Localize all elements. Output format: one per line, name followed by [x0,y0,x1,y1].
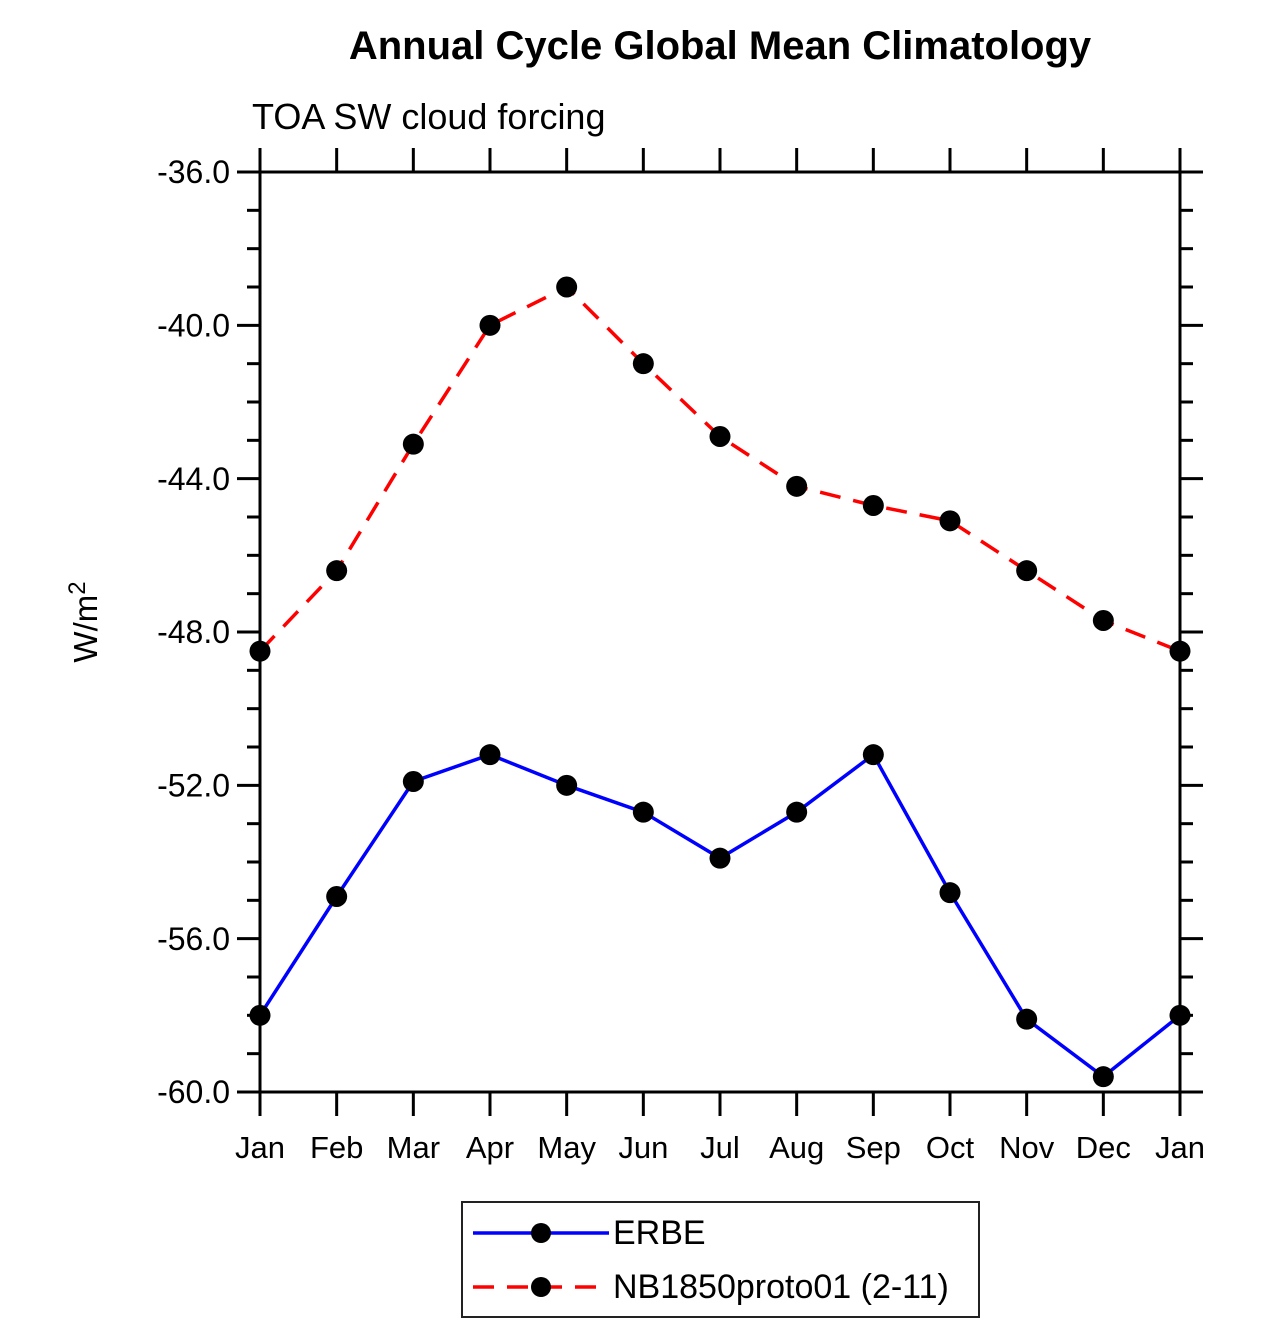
nb1850proto01-line-sample [473,1276,609,1297]
x-tick-label: Jan [235,1130,285,1165]
y-tick-label: -60.0 [157,1074,230,1110]
data-point-marker [556,774,578,796]
axis-ticks [237,148,1203,1116]
y-axis-label: W/m2 [64,581,104,662]
data-point-marker [1016,560,1038,582]
data-point-marker [479,314,501,336]
data-point-marker [786,801,808,823]
plot-frame [258,170,1182,1094]
y-tick-label: -44.0 [157,461,230,497]
data-point-marker [632,801,654,823]
x-tick-label: May [537,1130,596,1165]
chart-title: Annual Cycle Global Mean Climatology [348,24,1092,68]
data-point-marker [326,886,348,907]
x-tick-label: Apr [466,1130,514,1165]
data-point-marker [709,426,731,447]
data-point-marker [479,744,501,766]
chart-legend: ERBE NB1850proto01 (2-11) [461,1201,980,1318]
data-point-marker [709,847,731,869]
data-point-marker [1169,1004,1191,1026]
legend-label-nb1850proto01: NB1850proto01 (2-11) [613,1267,949,1306]
data-point-marker [1016,1008,1038,1030]
chart-subtitle: TOA SW cloud forcing [252,96,606,137]
data-point-marker [632,353,654,375]
legend-label-erbe: ERBE [613,1213,706,1252]
erbe-line-sample [473,1222,609,1243]
data-point-marker [939,882,961,904]
y-tick-label: -52.0 [157,768,230,804]
x-tick-label: Mar [387,1130,440,1165]
data-point-marker [249,640,271,662]
data-point-marker [1169,640,1191,662]
erbe-series [249,744,1191,1088]
x-tick-label: Dec [1076,1130,1131,1165]
x-tick-label: Oct [926,1130,975,1165]
data-point-marker [862,744,884,766]
data-point-marker [939,510,961,532]
y-tick-label: -48.0 [157,614,230,650]
data-point-marker [402,433,424,455]
data-point-marker [556,276,578,298]
x-tick-label: Aug [769,1130,824,1165]
legend-entry-nb1850proto01: NB1850proto01 (2-11) [469,1260,978,1314]
y-tick-label: -40.0 [157,308,230,344]
y-tick-label: -56.0 [157,921,230,957]
x-tick-label: Jun [618,1130,668,1165]
data-point-marker [249,1004,271,1026]
nb1850proto01-series [249,276,1191,662]
data-point-marker [862,495,884,516]
y-tick-label: -36.0 [157,154,230,190]
data-point-marker [786,475,808,497]
data-point-marker [1092,1066,1114,1088]
x-tick-label: Nov [999,1130,1055,1165]
x-tick-label: Sep [846,1130,901,1165]
x-tick-label: Jul [700,1130,740,1165]
data-point-marker [402,771,424,792]
x-tick-label: Feb [310,1130,363,1165]
data-point-marker [326,560,348,582]
legend-entry-erbe: ERBE [469,1206,978,1260]
data-point-marker [1092,610,1114,631]
x-tick-label: Jan [1155,1130,1205,1165]
